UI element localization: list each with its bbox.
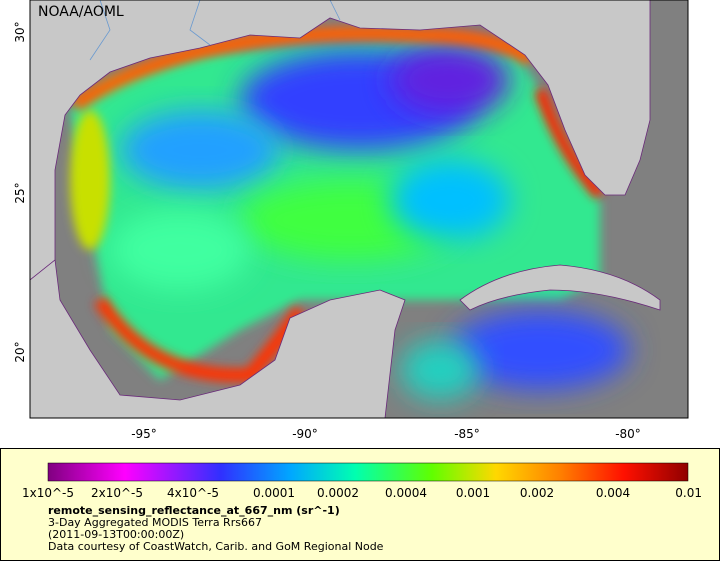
blob <box>110 210 250 290</box>
colorbar-label: 0.01 <box>675 486 702 500</box>
map <box>30 0 688 418</box>
colorbar-label: 0.001 <box>456 486 490 500</box>
colorbar-label: 0.004 <box>596 486 630 500</box>
lat-label: 30° <box>13 21 27 42</box>
variable-name: remote_sensing_reflectance_at_667_nm (sr… <box>48 504 340 517</box>
cuba <box>459 264 661 311</box>
lon-label: -95° <box>131 427 157 441</box>
ocean-reflectance <box>70 26 630 400</box>
colorbar-labels: 1x10^-5 2x10^-5 4x10^-5 0.0001 0.0002 0.0004 0… <box>22 486 702 500</box>
coastal-band <box>94 296 306 383</box>
lat-label: 20° <box>13 341 27 362</box>
credit: NOAA/AOML <box>38 4 124 20</box>
mexico <box>30 259 406 418</box>
coastal-band <box>534 88 605 199</box>
blob <box>400 340 480 400</box>
blob <box>120 110 280 190</box>
colorbar-label: 0.0004 <box>385 486 427 500</box>
colorbar-label: 0.0001 <box>253 486 295 500</box>
lon-axis: -95° -90° -85° -80° <box>131 427 641 441</box>
colorbar-label: 1x10^-5 <box>22 486 74 500</box>
legend: 1x10^-5 2x10^-5 4x10^-5 0.0001 0.0002 0.0004 0… <box>0 448 720 561</box>
map-frame <box>29 0 689 419</box>
rivers <box>89 0 341 61</box>
colorbar-label: 2x10^-5 <box>91 486 143 500</box>
source: Data courtesy of CoastWatch, Carib. and … <box>48 540 384 553</box>
blob <box>390 160 510 240</box>
land <box>30 0 661 418</box>
coastal-band <box>71 26 535 111</box>
blob <box>70 110 110 250</box>
time: (2011-09-13T00:00:00Z) <box>48 528 184 541</box>
colorbar-label: 0.002 <box>520 486 554 500</box>
lon-label: -80° <box>615 427 641 441</box>
blob <box>450 310 630 390</box>
colorbar <box>47 462 689 482</box>
north-america <box>30 0 651 281</box>
lon-label: -90° <box>292 427 318 441</box>
lat-axis: 30° 25° 20° <box>13 21 27 362</box>
dataset: 3-Day Aggregated MODIS Terra Rrs667 <box>48 516 262 529</box>
lon-label: -85° <box>454 427 480 441</box>
colorbar-label: 4x10^-5 <box>167 486 219 500</box>
blob <box>390 45 510 115</box>
lat-label: 25° <box>13 182 27 203</box>
colorbar-label: 0.0002 <box>317 486 359 500</box>
